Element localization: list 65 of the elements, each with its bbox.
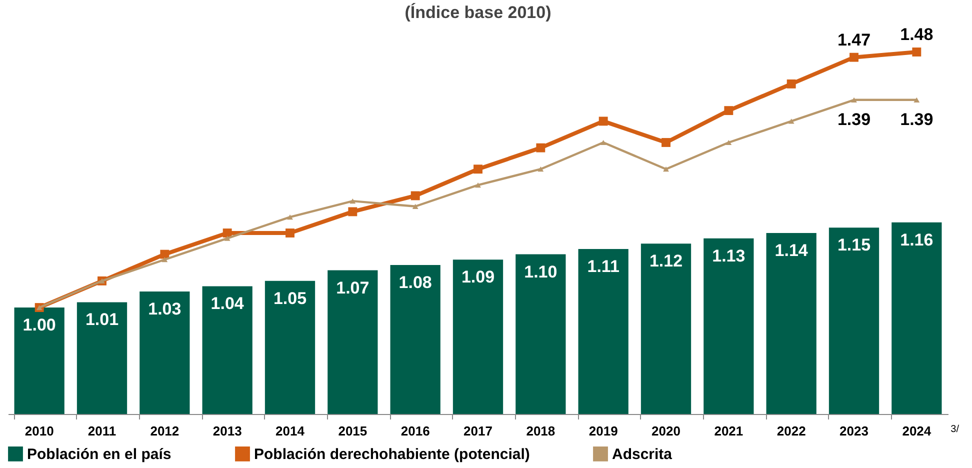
point [286,228,294,238]
legend-label: Adscrita [612,446,673,463]
data-label: 1.09 [461,268,495,287]
x-tick-label: 2023 [840,424,868,438]
point [538,166,544,172]
x-tick-label: 2013 [212,424,242,438]
point [598,116,608,126]
data-label: 1.05 [273,288,307,308]
data-label: 1.15 [837,236,871,255]
point [726,140,732,146]
point [662,138,670,147]
point [851,97,857,102]
point [287,214,293,220]
legend-label: Población en el país [27,446,172,463]
point [786,79,796,88]
x-tick-label: 2024 [902,424,932,438]
x-tick-label: 2016 [400,424,430,438]
data-label: 1.14 [774,241,808,260]
data-label: 1.48 [900,25,934,44]
point [412,204,418,209]
data-label: 1.04 [210,294,244,314]
x-tick-label: 2011 [88,424,116,438]
x-tick-label: 2012 [150,424,180,438]
point [600,140,606,146]
point [160,250,170,259]
legend-label: Población derechohabiente (potencial) [254,446,530,463]
point [348,207,358,216]
x-tick-label: 2022 [776,424,806,438]
point [475,182,481,188]
data-label: 1.00 [22,316,56,335]
point [536,143,546,152]
x-tick-label: 2017 [464,424,492,438]
data-label: 1.03 [148,300,182,319]
data-label: 1.12 [649,252,683,271]
x-tick-label: 2014 [276,424,306,438]
data-label: 1.13 [712,246,746,266]
chart-title: (Índice base 2010) [404,2,552,22]
data-label: 1.08 [398,272,432,292]
text: 3/ [950,424,960,435]
point [914,97,920,102]
point [912,48,922,56]
data-label: 1.01 [85,310,119,330]
x-tick-label: 2021 [714,424,744,438]
x-tick-label: 2015 [338,424,368,438]
data-label: 1.47 [837,30,871,50]
x-tick-label: 2010 [24,424,54,438]
data-label: 1.11 [587,256,620,276]
point [850,52,858,62]
point [224,236,230,241]
data-label: 1.39 [837,110,871,129]
point [410,191,420,200]
point [222,228,232,238]
data-label: 1.10 [524,262,558,282]
point [474,164,482,174]
point [724,106,734,116]
x-tick-label: 2018 [526,424,556,438]
data-label: 1.39 [900,110,934,129]
point [350,198,356,204]
x-tick-label: 2020 [652,424,680,438]
point [788,118,794,124]
point [162,257,168,262]
data-label: 1.07 [336,278,370,298]
data-label: 1.16 [900,230,934,250]
point [663,166,669,172]
x-tick-label: 2019 [588,424,618,438]
